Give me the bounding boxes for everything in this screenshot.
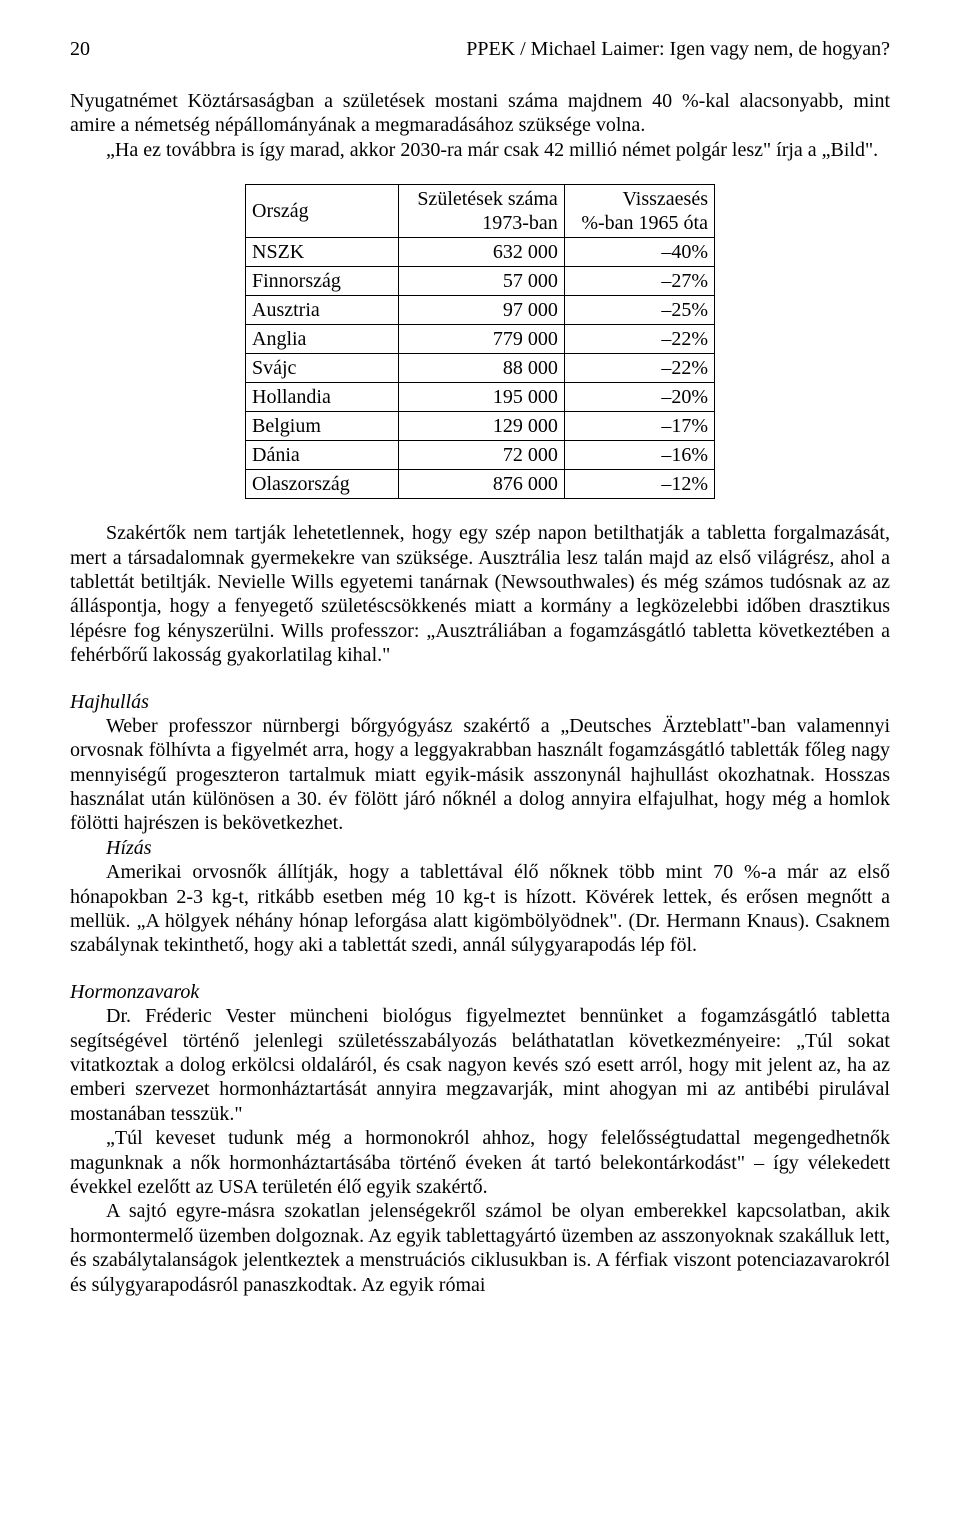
body-paragraph: „Túl keveset tudunk még a hormonokról ah… [70,1126,890,1199]
cell-decline: –27% [564,267,714,296]
cell-births: 632 000 [398,238,564,267]
section-heading-hormonzavarok: Hormonzavarok [70,980,890,1004]
cell-country: Olaszország [246,470,399,499]
table-row: Anglia 779 000 –22% [246,325,715,354]
table-row: Hollandia 195 000 –20% [246,383,715,412]
cell-births: 779 000 [398,325,564,354]
body-paragraph: A sajtó egyre-másra szokatlan jelenségek… [70,1199,890,1297]
body-paragraph: Weber professzor nürnbergi bőrgyógyász s… [70,714,890,836]
cell-births: 72 000 [398,441,564,470]
cell-country: Dánia [246,441,399,470]
table-row: Dánia 72 000 –16% [246,441,715,470]
table-row: Finnország 57 000 –27% [246,267,715,296]
table-row: Svájc 88 000 –22% [246,354,715,383]
cell-decline: –22% [564,325,714,354]
table-row: NSZK 632 000 –40% [246,238,715,267]
section-heading-hajhullas: Hajhullás [70,690,890,714]
table-header-row: Ország Születések száma 1973-ban Visszae… [246,185,715,238]
cell-decline: –17% [564,412,714,441]
cell-births: 129 000 [398,412,564,441]
cell-births: 876 000 [398,470,564,499]
cell-country: Anglia [246,325,399,354]
cell-decline: –20% [564,383,714,412]
cell-country: Belgium [246,412,399,441]
cell-country: Hollandia [246,383,399,412]
body-paragraph: Amerikai orvosnők állítják, hogy a table… [70,860,890,958]
table-row: Ausztria 97 000 –25% [246,296,715,325]
births-table: Ország Születések száma 1973-ban Visszae… [245,184,715,499]
col-country-label: Ország [252,200,309,222]
body-paragraph: Dr. Fréderic Vester müncheni biológus fi… [70,1004,890,1126]
section-heading-hizas: Hízás [70,836,890,860]
running-title: PPEK / Michael Laimer: Igen vagy nem, de… [466,38,890,61]
document-page: 20 PPEK / Michael Laimer: Igen vagy nem,… [0,0,960,1537]
cell-country: Svájc [246,354,399,383]
cell-country: Ausztria [246,296,399,325]
col-births-label-1: Születések száma [405,187,558,211]
col-decline-label-2: %-ban 1965 óta [571,211,708,235]
col-decline-label-1: Visszaesés [571,187,708,211]
cell-births: 57 000 [398,267,564,296]
cell-births: 88 000 [398,354,564,383]
births-table-wrap: Ország Születések száma 1973-ban Visszae… [245,184,715,499]
page-header: 20 PPEK / Michael Laimer: Igen vagy nem,… [70,38,890,61]
page-number: 20 [70,38,90,61]
body-paragraph: „Ha ez továbbra is így marad, akkor 2030… [70,138,890,162]
cell-decline: –40% [564,238,714,267]
cell-decline: –25% [564,296,714,325]
cell-births: 97 000 [398,296,564,325]
cell-country: Finnország [246,267,399,296]
table-row: Belgium 129 000 –17% [246,412,715,441]
cell-births: 195 000 [398,383,564,412]
body-paragraph: Szakértők nem tartják lehetetlennek, hog… [70,521,890,667]
cell-decline: –12% [564,470,714,499]
cell-decline: –22% [564,354,714,383]
col-births-label-2: 1973-ban [405,211,558,235]
cell-decline: –16% [564,441,714,470]
table-row: Olaszország 876 000 –12% [246,470,715,499]
body-paragraph: Nyugatnémet Köztársaságban a születések … [70,89,890,138]
cell-country: NSZK [246,238,399,267]
